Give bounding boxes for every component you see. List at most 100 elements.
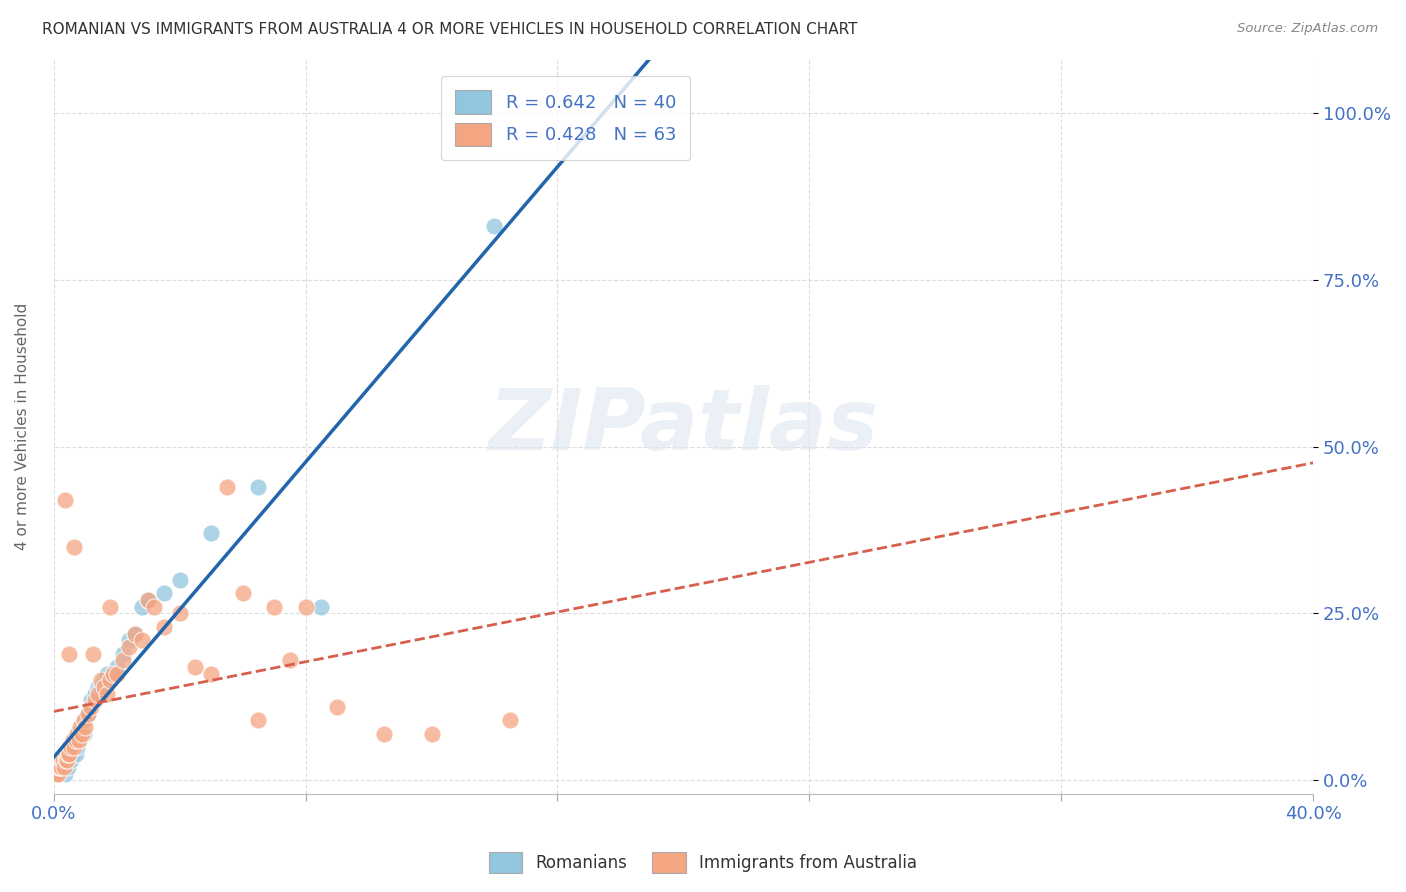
- Text: Source: ZipAtlas.com: Source: ZipAtlas.com: [1237, 22, 1378, 36]
- Point: [45, 766, 67, 780]
- Point: [63, 739, 86, 754]
- Point: [53, 747, 76, 761]
- Point: [63, 739, 86, 754]
- Point: [184, 660, 207, 674]
- Point: [77, 706, 100, 721]
- Point: [65, 747, 87, 761]
- Point: [80, 700, 103, 714]
- Point: [98, 673, 121, 688]
- Point: [118, 640, 141, 654]
- Point: [51, 760, 73, 774]
- Point: [232, 586, 254, 600]
- Point: [67, 733, 90, 747]
- Point: [90, 680, 112, 694]
- Point: [59, 739, 82, 754]
- Point: [86, 680, 108, 694]
- Point: [77, 706, 100, 721]
- Point: [98, 673, 121, 688]
- Point: [136, 593, 159, 607]
- Point: [484, 219, 506, 234]
- Point: [153, 620, 176, 634]
- Point: [153, 586, 176, 600]
- Point: [294, 599, 316, 614]
- Point: [373, 726, 395, 740]
- Point: [124, 626, 146, 640]
- Point: [263, 599, 285, 614]
- Point: [53, 766, 76, 780]
- Point: [69, 726, 91, 740]
- Point: [98, 599, 121, 614]
- Point: [96, 687, 118, 701]
- Point: [66, 726, 89, 740]
- Point: [70, 720, 93, 734]
- Legend: R = 0.642   N = 40, R = 0.428   N = 63: R = 0.642 N = 40, R = 0.428 N = 63: [440, 76, 690, 161]
- Point: [46, 760, 69, 774]
- Point: [46, 766, 69, 780]
- Point: [215, 480, 238, 494]
- Point: [82, 647, 104, 661]
- Point: [143, 599, 166, 614]
- Point: [67, 733, 90, 747]
- Text: ROMANIAN VS IMMIGRANTS FROM AUSTRALIA 4 OR MORE VEHICLES IN HOUSEHOLD CORRELATIO: ROMANIAN VS IMMIGRANTS FROM AUSTRALIA 4 …: [42, 22, 858, 37]
- Point: [58, 747, 80, 761]
- Text: ZIPatlas: ZIPatlas: [488, 385, 879, 468]
- Point: [55, 753, 77, 767]
- Point: [63, 540, 86, 554]
- Point: [111, 647, 134, 661]
- Point: [93, 673, 115, 688]
- Point: [169, 573, 191, 587]
- Point: [55, 753, 77, 767]
- Point: [72, 713, 94, 727]
- Point: [103, 666, 125, 681]
- Point: [75, 720, 97, 734]
- Point: [51, 753, 73, 767]
- Point: [136, 593, 159, 607]
- Point: [83, 687, 105, 701]
- Point: [311, 599, 333, 614]
- Point: [75, 713, 97, 727]
- Point: [56, 760, 79, 774]
- Point: [62, 747, 84, 761]
- Point: [86, 687, 108, 701]
- Point: [90, 673, 112, 688]
- Point: [56, 747, 79, 761]
- Point: [58, 747, 80, 761]
- Y-axis label: 4 or more Vehicles in Household: 4 or more Vehicles in Household: [15, 303, 30, 550]
- Point: [62, 733, 84, 747]
- Point: [59, 753, 82, 767]
- Point: [200, 666, 222, 681]
- Point: [44, 766, 66, 780]
- Point: [56, 753, 79, 767]
- Point: [52, 753, 75, 767]
- Point: [45, 766, 67, 780]
- Point: [124, 626, 146, 640]
- Point: [48, 760, 70, 774]
- Point: [69, 720, 91, 734]
- Point: [200, 526, 222, 541]
- Point: [118, 633, 141, 648]
- Point: [105, 660, 128, 674]
- Point: [66, 739, 89, 754]
- Point: [49, 764, 72, 778]
- Point: [53, 493, 76, 508]
- Point: [83, 693, 105, 707]
- Point: [105, 666, 128, 681]
- Point: [72, 726, 94, 740]
- Point: [96, 666, 118, 681]
- Point: [131, 599, 153, 614]
- Point: [93, 680, 115, 694]
- Legend: Romanians, Immigrants from Australia: Romanians, Immigrants from Australia: [482, 846, 924, 880]
- Point: [58, 647, 80, 661]
- Point: [49, 760, 72, 774]
- Point: [103, 666, 125, 681]
- Point: [247, 713, 270, 727]
- Point: [70, 726, 93, 740]
- Point: [326, 700, 349, 714]
- Point: [111, 653, 134, 667]
- Point: [52, 753, 75, 767]
- Point: [278, 653, 301, 667]
- Point: [247, 480, 270, 494]
- Point: [55, 747, 77, 761]
- Point: [52, 760, 75, 774]
- Point: [420, 726, 443, 740]
